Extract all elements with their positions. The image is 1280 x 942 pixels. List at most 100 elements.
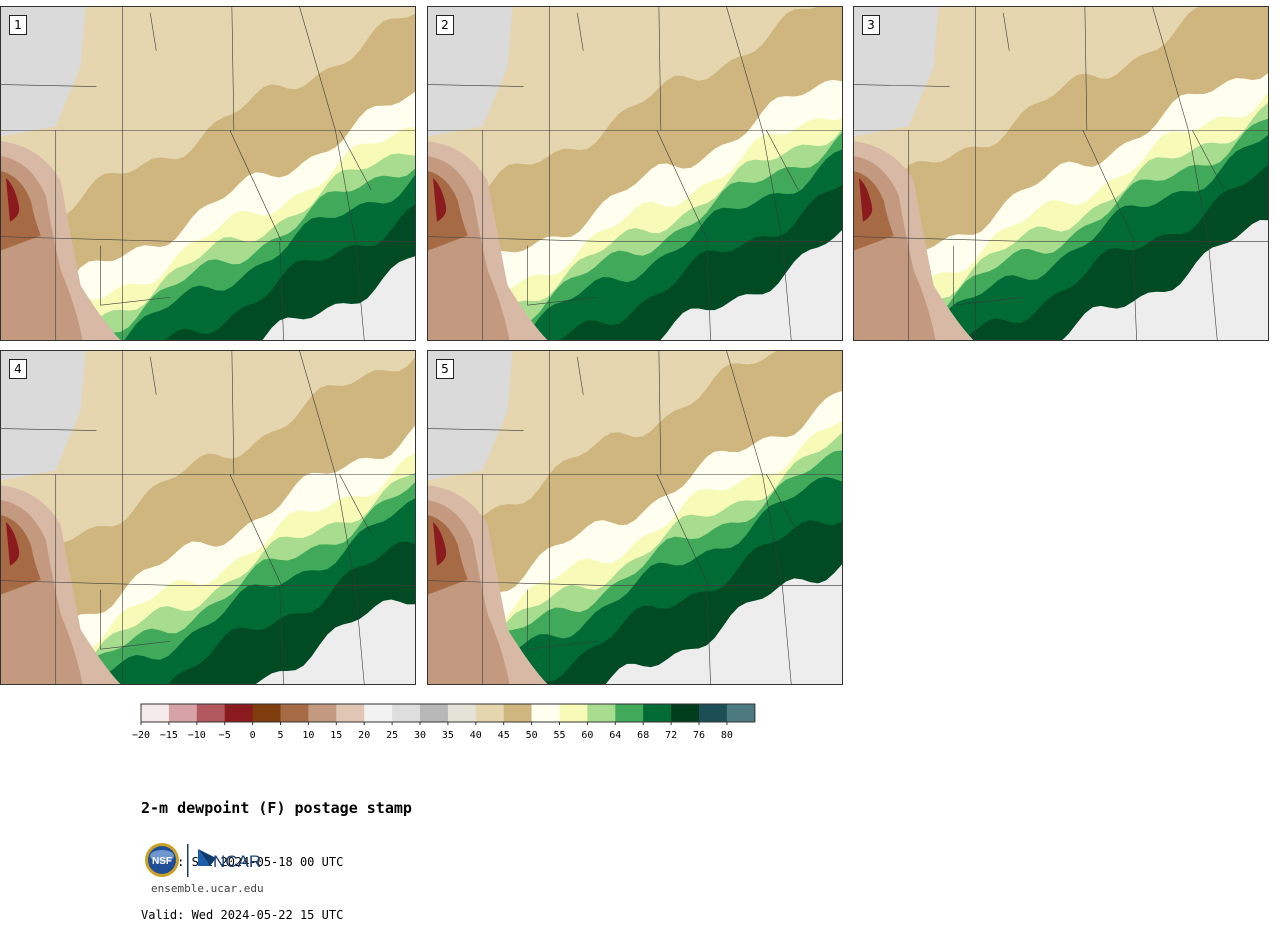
nsf-seal-text: NSF [152,856,172,867]
colorbar-tick-label: 40 [470,730,482,741]
colorbar-swatch [420,704,449,722]
dewpoint-band [854,7,1268,212]
terrain-light-gray-region [854,7,939,137]
dewpoint-band [1,351,415,581]
colorbar-swatch [252,704,281,722]
panel-1[interactable]: 1 [0,6,416,341]
colorbar-tick-label: 45 [498,730,510,741]
panel-number-3: 3 [862,15,880,35]
colorbar-swatch [447,704,477,722]
state-border [279,241,284,340]
colorbar-tick-label: 0 [250,730,256,741]
state-border [576,356,584,395]
colorbar-tick-label: 68 [637,730,649,741]
colorbar-swatch [671,704,700,722]
state-border [1,236,415,242]
state-border [726,7,792,340]
colorbar-tick-label: 5 [277,730,283,741]
map-panel-3 [854,7,1268,340]
state-border [149,12,157,51]
colorbar-tick-label: 25 [386,730,398,741]
colorbar-swatch [364,704,393,722]
state-border [428,428,524,431]
colorbar-tick-label: 64 [609,730,621,741]
state-border [229,130,282,242]
colorbar-swatch [643,704,672,722]
state-border [658,351,662,475]
colorbar-swatch [280,704,309,722]
panel-3[interactable]: 3 [853,6,1269,341]
state-border [1152,7,1218,340]
state-border [1132,241,1137,340]
state-border [428,580,842,586]
map-title: 2-m dewpoint (F) postage stamp [141,799,412,817]
terrain-red-overlay [5,521,20,566]
ncar-wordmark: NCAR [213,852,261,871]
ncar-mark-icon [198,849,216,866]
state-border [854,236,1268,242]
state-border [299,351,365,684]
state-border [527,589,598,650]
panel-5[interactable]: 5 [427,350,843,685]
valid-time: Valid: Wed 2024-05-22 15 UTC [141,908,344,922]
colorbar-swatch [168,704,198,722]
state-border [766,474,799,535]
colorbar: −20 −15 −10 −5 0 5 10 15 20 25 30 35 40 45 50 55 60 64 68 7… [132,703,756,741]
state-border [100,245,171,306]
state-border [1,428,97,431]
colorbar-tick-label: −5 [219,730,231,741]
panel-number-1: 1 [9,15,27,35]
map-panel-4 [1,351,415,684]
colorbar-tick-label: 15 [330,730,342,741]
state-border [428,236,842,242]
state-border [1192,130,1225,191]
colorbar-swatch [587,704,616,722]
colorbar-swatch [392,704,421,722]
state-border [231,7,235,131]
state-border [339,474,372,535]
state-border [100,589,171,650]
terrain-red-overlay [432,177,447,222]
panel-4[interactable]: 4 [0,350,416,685]
panel-number-2: 2 [436,15,454,35]
colorbar-swatch [308,704,337,722]
state-border [706,585,711,684]
state-border [149,356,157,395]
state-border [299,7,365,340]
state-border [656,130,709,242]
terrain-red-overlay [858,177,873,222]
colorbar-tick-label: 30 [414,730,426,741]
dewpoint-band [1,7,415,247]
colorbar-tick-label: 72 [665,730,677,741]
colorbar-tick-label: 60 [581,730,593,741]
colorbar-swatch [559,704,588,722]
panel-number-5: 5 [436,359,454,379]
site-url[interactable]: ensemble.ucar.edu [151,882,264,895]
panel-number-4: 4 [9,359,27,379]
colorbar-swatch [503,704,533,722]
state-border [658,7,662,131]
state-border [576,12,584,51]
terrain-red-overlay [5,177,20,222]
nsf-ncar-logo[interactable]: NSF NCAR [144,842,274,884]
state-border [1084,7,1088,131]
terrain-light-gray-region [1,7,86,137]
colorbar-swatch [615,704,644,722]
colorbar-swatch [224,704,254,722]
state-border [854,84,950,87]
state-border [1,580,415,586]
colorbar-tick-label: −15 [160,730,178,741]
map-panel-5 [428,351,842,684]
colorbar-tick-label: 76 [693,730,705,741]
terrain-light-gray-region [428,7,513,137]
state-border [726,351,792,684]
map-panel-2 [428,7,842,340]
colorbar-swatch [336,704,365,722]
nsf-seal-icon: NSF [145,843,179,877]
state-border [953,245,1024,306]
colorbar-swatch [726,704,756,722]
state-border [231,351,235,475]
panel-2[interactable]: 2 [427,6,843,341]
colorbar-swatch [699,704,728,722]
terrain-light-gray-region [428,351,513,481]
